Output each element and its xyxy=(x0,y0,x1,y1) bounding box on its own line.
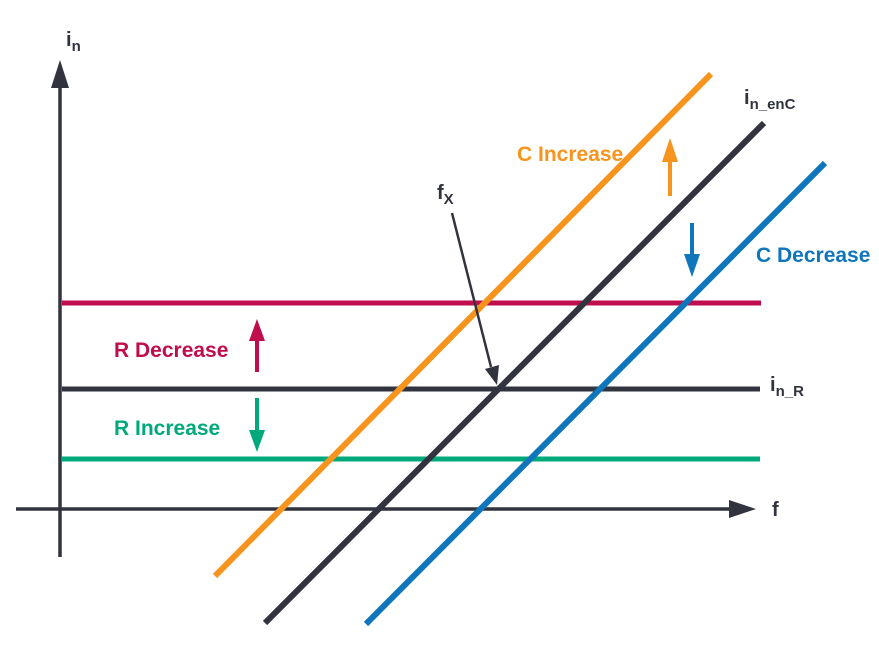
c-increase-up-arrow-icon xyxy=(662,138,678,162)
in-enc-label-main: i xyxy=(744,87,750,109)
fx-label-sub: X xyxy=(444,191,454,208)
r-decrease-label: R Decrease xyxy=(114,339,228,362)
fx-pointer-shaft xyxy=(450,212,493,368)
y-axis-arrowhead-icon xyxy=(51,60,69,88)
y-axis-label-sub: n xyxy=(72,38,81,55)
y-axis-label: in xyxy=(66,29,81,55)
in-r-label: in_R xyxy=(770,374,804,400)
fx-pointer-arrowhead-icon xyxy=(485,365,499,385)
x-axis-arrowhead-icon xyxy=(729,500,756,518)
y-axis-label-main: i xyxy=(66,29,72,51)
c-decrease-down-arrow-icon xyxy=(684,254,700,277)
in-enc-label: in_enC xyxy=(744,87,796,113)
r-increase-label: R Increase xyxy=(114,417,220,440)
r-increase-down-arrow-icon xyxy=(249,430,265,452)
fx-label-main: f xyxy=(437,182,444,204)
fx-label: fX xyxy=(437,182,454,208)
in-enc-diagonal-line xyxy=(262,120,767,626)
r-decrease-up-arrow-icon xyxy=(249,319,265,341)
in-r-label-sub: n_R xyxy=(776,383,805,400)
in-r-label-main: i xyxy=(770,374,776,396)
in-enc-label-sub: n_enC xyxy=(750,96,796,113)
x-axis-label: f xyxy=(772,499,779,521)
c-increase-label: C Increase xyxy=(517,143,623,166)
c-decrease-diagonal-line xyxy=(363,160,828,627)
c-decrease-label: C Decrease xyxy=(756,244,870,267)
c-increase-diagonal-line xyxy=(212,71,714,579)
